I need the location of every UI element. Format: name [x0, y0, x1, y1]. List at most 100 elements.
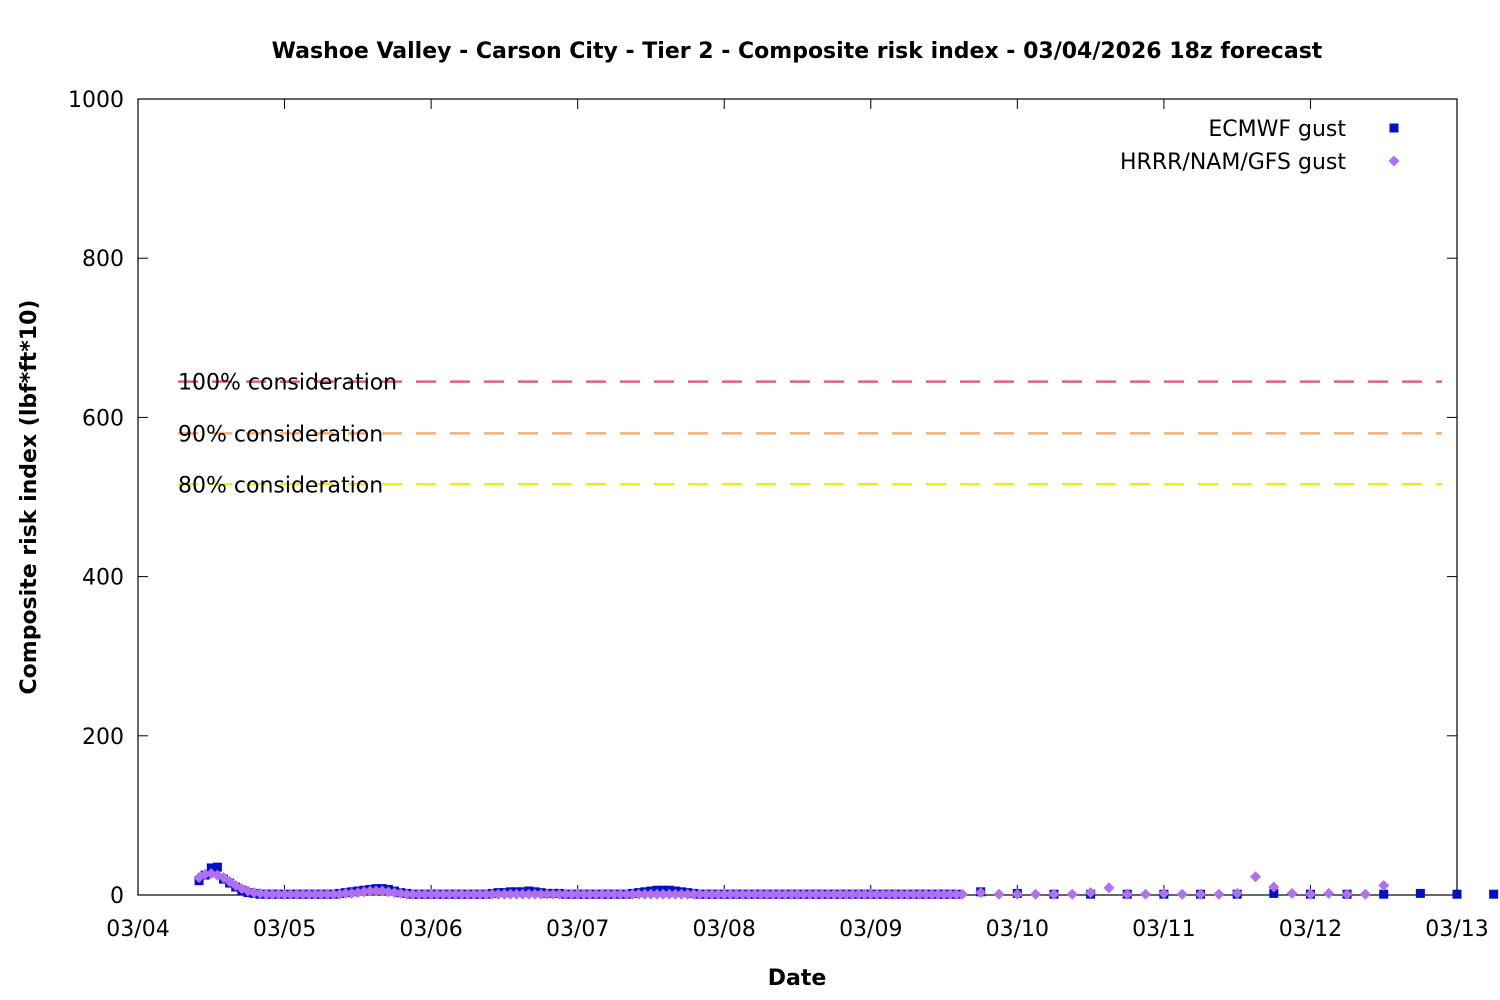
- data-point: [798, 888, 810, 900]
- data-point: [773, 888, 785, 900]
- data-point: [1121, 888, 1133, 900]
- data-point: [315, 888, 327, 900]
- data-point: [1489, 889, 1499, 899]
- data-point: [437, 888, 449, 900]
- data-point: [425, 888, 437, 900]
- axis-ticks: 03/04 03/05 03/06 03/07 03/08 03/09 03/10 03/11…: [68, 88, 1489, 942]
- y-tick-label: 1000: [68, 88, 124, 113]
- data-point: [590, 888, 602, 900]
- x-tick-label: 03/13: [1425, 917, 1488, 942]
- data-point: [651, 888, 663, 900]
- data-point: [785, 888, 797, 900]
- data-point: [303, 888, 315, 900]
- data-point: [1231, 887, 1243, 899]
- data-point: [675, 888, 687, 900]
- legend-marker-diamond: [1388, 155, 1400, 167]
- data-point: [1103, 882, 1115, 894]
- data-point: [914, 888, 926, 900]
- data-point: [529, 888, 541, 900]
- data-point: [212, 862, 222, 872]
- data-point: [749, 888, 761, 900]
- data-point: [456, 888, 468, 900]
- data-point: [682, 888, 694, 900]
- y-tick-label: 600: [82, 406, 124, 431]
- data-point: [523, 888, 535, 900]
- data-point: [517, 888, 529, 900]
- data-point: [810, 888, 822, 900]
- data-point: [645, 888, 657, 900]
- data-point: [657, 888, 669, 900]
- data-point: [468, 888, 480, 900]
- data-point: [602, 888, 614, 900]
- data-point: [926, 888, 938, 900]
- data-point: [944, 888, 956, 900]
- data-point: [816, 888, 828, 900]
- data-point: [1286, 887, 1298, 899]
- data-point: [938, 888, 950, 900]
- data-point: [462, 888, 474, 900]
- data-point: [614, 888, 626, 900]
- data-point: [621, 888, 633, 900]
- data-point: [1378, 879, 1390, 891]
- data-point: [266, 888, 278, 900]
- data-point: [1140, 888, 1152, 900]
- data-point: [920, 888, 932, 900]
- data-point: [1323, 887, 1335, 899]
- data-point: [718, 888, 730, 900]
- data-point: [419, 888, 431, 900]
- data-point: [908, 888, 920, 900]
- data-point: [828, 888, 840, 900]
- data-point: [1048, 888, 1060, 900]
- data-point: [1195, 888, 1207, 900]
- data-point: [401, 888, 413, 900]
- data-point: [596, 888, 608, 900]
- data-point: [1415, 888, 1425, 898]
- x-tick-label: 03/11: [1132, 917, 1195, 942]
- data-point: [407, 888, 419, 900]
- data-point: [1269, 888, 1279, 898]
- data-point: [1030, 888, 1042, 900]
- data-point: [871, 888, 883, 900]
- data-point: [1341, 888, 1353, 900]
- data-point: [572, 888, 584, 900]
- data-point: [822, 888, 834, 900]
- x-tick-label: 03/06: [399, 917, 462, 942]
- data-point: [1176, 888, 1188, 900]
- data-point: [853, 888, 865, 900]
- data-point: [291, 888, 303, 900]
- y-tick-label: 800: [82, 247, 124, 272]
- data-point: [724, 888, 736, 900]
- data-point: [694, 888, 706, 900]
- data-point: [480, 888, 492, 900]
- x-tick-label: 03/10: [986, 917, 1049, 942]
- data-point: [578, 888, 590, 900]
- data-point: [1213, 888, 1225, 900]
- data-point: [804, 888, 816, 900]
- data-point: [1379, 889, 1389, 899]
- data-point: [956, 888, 968, 900]
- data-point: [1158, 887, 1170, 899]
- legend-entry-label: HRRR/NAM/GFS gust: [1120, 150, 1346, 175]
- data-point: [755, 888, 767, 900]
- data-point: [712, 888, 724, 900]
- data-point: [889, 888, 901, 900]
- x-tick-label: 03/08: [693, 917, 756, 942]
- data-point: [492, 888, 504, 900]
- data-point: [498, 888, 510, 900]
- data-point: [1452, 889, 1462, 899]
- data-point: [413, 888, 425, 900]
- x-tick-label: 03/09: [839, 917, 902, 942]
- data-point: [285, 888, 297, 900]
- data-point: [608, 888, 620, 900]
- data-point: [279, 888, 291, 900]
- data-point: [321, 888, 333, 900]
- data-point: [511, 888, 523, 900]
- data-point: [206, 863, 216, 873]
- data-point: [340, 887, 352, 899]
- y-tick-label: 400: [82, 566, 124, 591]
- data-point: [559, 888, 571, 900]
- data-point: [883, 888, 895, 900]
- data-point: [260, 888, 272, 900]
- data-point: [1249, 871, 1261, 883]
- x-tick-label: 03/04: [106, 917, 169, 942]
